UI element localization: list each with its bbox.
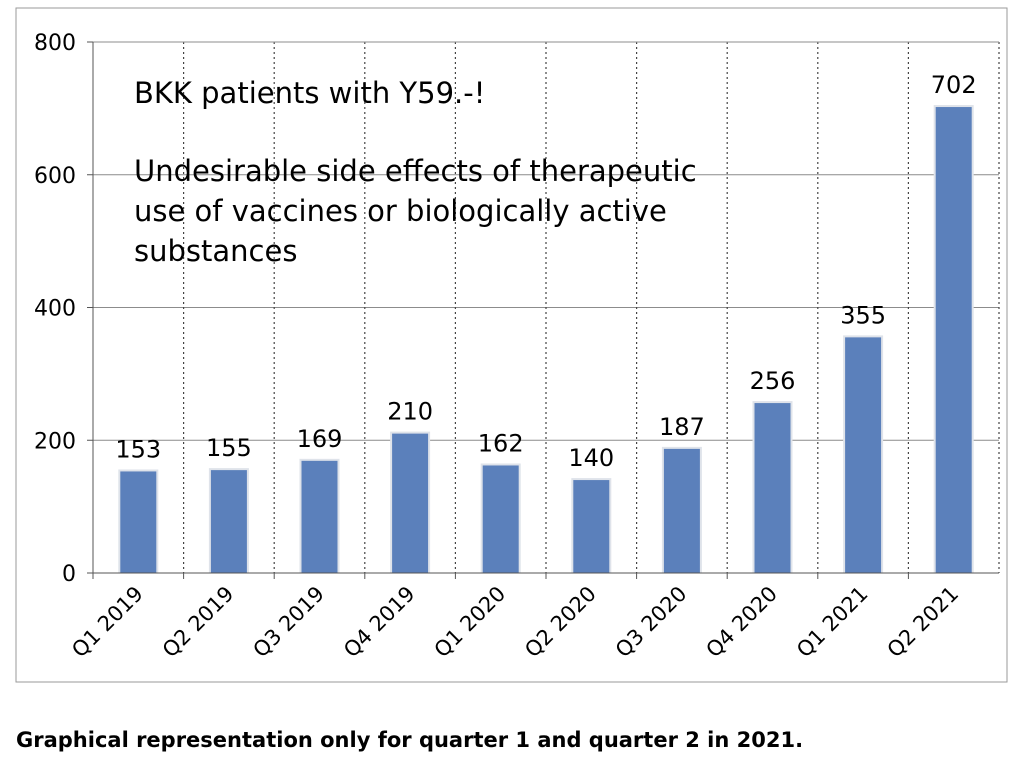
data-label: 187 bbox=[659, 413, 705, 441]
bar-chart: 153 155 169 210 162 140 187 256 355 702 0 200 400 60… bbox=[15, 7, 1008, 683]
bar bbox=[663, 448, 700, 573]
chart-title-line: Undesirable side effects of therapeutic bbox=[134, 154, 697, 188]
bar bbox=[120, 471, 157, 573]
y-tick-label: 200 bbox=[34, 429, 76, 454]
bar bbox=[573, 480, 610, 573]
chart-title: BKK patients with Y59.-! Undesirable side… bbox=[134, 76, 697, 268]
data-label: 155 bbox=[206, 434, 252, 462]
data-label: 210 bbox=[387, 398, 433, 426]
bar bbox=[392, 433, 429, 573]
bar bbox=[210, 470, 247, 573]
bar bbox=[754, 403, 791, 573]
data-label: 256 bbox=[750, 367, 796, 395]
data-label: 153 bbox=[115, 435, 161, 463]
data-label: 169 bbox=[297, 425, 343, 453]
data-label: 355 bbox=[840, 301, 886, 329]
data-label: 140 bbox=[568, 444, 614, 472]
bar bbox=[845, 337, 882, 573]
y-tick-label: 800 bbox=[34, 31, 76, 56]
caption-text: Graphical representation only for quarte… bbox=[16, 728, 804, 752]
chart-title-line: substances bbox=[134, 234, 297, 268]
bar bbox=[301, 460, 338, 573]
bar bbox=[935, 107, 972, 574]
data-label: 162 bbox=[478, 429, 524, 457]
chart-title-line: BKK patients with Y59.-! bbox=[134, 76, 485, 110]
y-tick-label: 600 bbox=[34, 164, 76, 189]
bars: 153 155 169 210 162 140 187 256 355 702 bbox=[115, 71, 977, 574]
y-tick-label: 0 bbox=[62, 562, 76, 587]
bar bbox=[482, 465, 519, 573]
y-tick-label: 400 bbox=[34, 297, 76, 322]
data-label: 702 bbox=[931, 71, 977, 99]
chart-title-line: use of vaccines or biologically active bbox=[134, 194, 667, 228]
